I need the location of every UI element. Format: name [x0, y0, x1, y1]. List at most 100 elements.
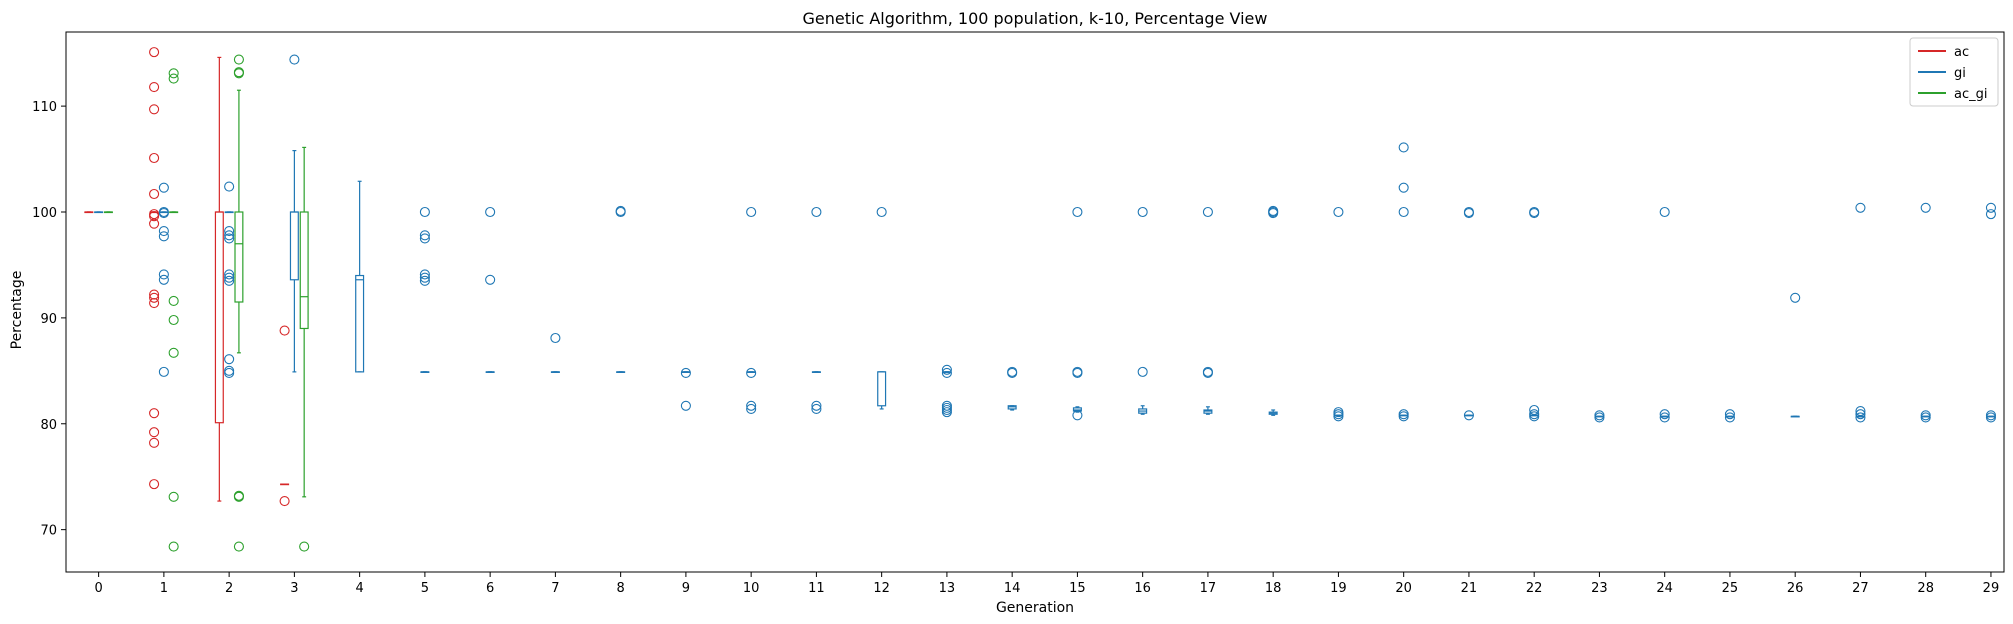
- flier-point: [1659, 206, 1670, 218]
- flier-point: [1333, 411, 1344, 422]
- box-gi-gen-27: [1855, 202, 1866, 423]
- flier-point: [279, 496, 290, 507]
- flier-point: [485, 274, 496, 285]
- box-gi-gen-1: [158, 182, 169, 377]
- legend-label-gi: gi: [1954, 66, 1966, 81]
- flier-point: [158, 366, 169, 377]
- flier-point: [1855, 409, 1866, 420]
- flier-point: [1855, 412, 1866, 423]
- box-ac-gen-0: [84, 211, 94, 214]
- x-tick-label-1: 1: [160, 581, 168, 596]
- flier-point: [1724, 412, 1735, 423]
- flier-point: [149, 408, 160, 419]
- y-axis-label: Percentage: [9, 271, 25, 350]
- box-gi-gen-8: [615, 205, 626, 373]
- x-tick-label-20: 20: [1395, 581, 1412, 596]
- box-gi-gen-17: [1202, 206, 1213, 415]
- flier-point: [1985, 202, 1996, 213]
- series-gi: [94, 54, 1996, 423]
- flier-point: [550, 332, 561, 344]
- box-gi-gen-10: [746, 206, 757, 414]
- flier-point: [158, 208, 169, 219]
- flier-point: [149, 152, 160, 164]
- flier-point: [158, 231, 169, 242]
- x-tick-label-23: 23: [1591, 581, 1608, 596]
- x-tick-label-24: 24: [1656, 581, 1673, 596]
- x-tick-label-0: 0: [94, 581, 102, 596]
- flier-point: [1529, 208, 1540, 219]
- flier-point: [224, 230, 235, 241]
- flier-point: [680, 367, 691, 378]
- x-axis: 0 1 2 3 4 5 6 7 8 9 10 11 12 13 14 15 16 17 18 19 20 21 22 23 24…: [94, 572, 1999, 596]
- flier-point: [299, 541, 310, 552]
- flier-point: [1137, 206, 1148, 218]
- x-tick-label-17: 17: [1200, 581, 1217, 596]
- x-tick-label-13: 13: [939, 581, 956, 596]
- flier-point: [746, 400, 757, 411]
- x-tick-label-25: 25: [1722, 581, 1739, 596]
- flier-point: [168, 314, 179, 326]
- flier-point: [1659, 412, 1670, 423]
- box-gi-gen-19: [1333, 206, 1344, 422]
- flier-point: [149, 82, 160, 93]
- x-tick-label-15: 15: [1069, 581, 1086, 596]
- flier-point: [941, 364, 952, 375]
- x-tick-label-7: 7: [551, 581, 559, 596]
- box-gi-gen-21: [1463, 206, 1474, 421]
- flier-point: [615, 205, 626, 216]
- flier-point: [1398, 206, 1409, 218]
- y-tick-label-70: 70: [40, 524, 57, 539]
- x-tick-label-26: 26: [1787, 581, 1804, 596]
- flier-point: [1594, 412, 1605, 423]
- x-tick-label-6: 6: [486, 581, 494, 596]
- flier-point: [149, 298, 160, 309]
- flier-point: [1137, 366, 1148, 377]
- box-gi-gen-9: [680, 367, 691, 411]
- flier-point: [224, 275, 235, 286]
- x-tick-label-9: 9: [682, 581, 690, 596]
- flier-point: [168, 541, 179, 552]
- box-ac-gen-2: [214, 56, 224, 502]
- flier-point: [149, 292, 160, 303]
- y-tick-label-90: 90: [40, 312, 57, 327]
- flier-point: [419, 275, 430, 286]
- box-gi-gen-24: [1659, 206, 1670, 423]
- flier-point: [224, 367, 235, 378]
- flier-point: [419, 230, 430, 241]
- flier-point: [158, 274, 169, 285]
- x-tick-label-16: 16: [1134, 581, 1151, 596]
- flier-point: [224, 226, 235, 237]
- flier-point: [1855, 406, 1866, 417]
- flier-point: [1463, 208, 1474, 219]
- x-tick-label-4: 4: [355, 581, 363, 596]
- box-gi-gen-5: [419, 206, 430, 373]
- x-tick-label-18: 18: [1265, 581, 1282, 596]
- flier-point: [1398, 411, 1409, 422]
- flier-point: [224, 272, 235, 283]
- plot-area: [84, 47, 1996, 552]
- box-gi-gen-14: [1007, 366, 1018, 411]
- flier-point: [224, 269, 235, 280]
- flier-point: [419, 272, 430, 283]
- flier-point: [1529, 411, 1540, 422]
- flier-point: [746, 403, 757, 414]
- flier-point: [149, 479, 160, 490]
- box-ac-gen-1: [149, 47, 160, 490]
- x-tick-label-11: 11: [808, 581, 825, 596]
- y-tick-label-100: 100: [32, 206, 57, 221]
- legend: ac gi ac_gi: [1909, 37, 1999, 107]
- flier-point: [1463, 410, 1474, 421]
- x-tick-label-5: 5: [421, 581, 429, 596]
- y-tick-label-80: 80: [40, 418, 57, 433]
- flier-point: [1790, 292, 1801, 303]
- flier-point: [1529, 404, 1540, 416]
- box-gi-gen-3: [289, 54, 300, 373]
- x-tick-label-2: 2: [225, 581, 233, 596]
- flier-point: [149, 188, 160, 200]
- flier-point: [149, 104, 160, 115]
- box-gi-gen-26: [1790, 292, 1801, 418]
- x-tick-label-29: 29: [1983, 581, 2000, 596]
- flier-point: [224, 233, 235, 244]
- series-ac: [84, 47, 290, 507]
